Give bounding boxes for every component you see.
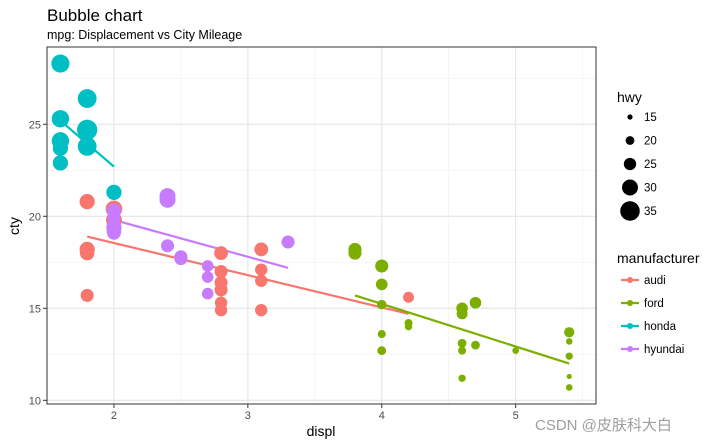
size-legend-title: hwy <box>617 89 642 105</box>
x-tick-label: 3 <box>245 410 251 422</box>
size-legend-key <box>620 201 640 221</box>
bubble-ford <box>377 330 386 339</box>
bubble-ford <box>377 299 387 310</box>
bubble-hyundai <box>174 250 188 264</box>
x-axis-title: displ <box>307 423 336 439</box>
data-points <box>51 54 575 391</box>
y-tick-label: 15 <box>29 303 41 315</box>
bubble-audi <box>79 245 95 261</box>
trend-line-audi <box>86 235 409 315</box>
color-legend: audi ford honda hyundai <box>621 275 684 356</box>
bubble-audi <box>255 274 268 287</box>
bubble-honda <box>51 110 70 128</box>
bubble-ford <box>458 346 467 355</box>
y-tick-label: 20 <box>29 211 41 223</box>
bubble-hyundai <box>107 225 121 240</box>
bubble-hyundai <box>159 191 176 208</box>
y-tick-label: 10 <box>29 395 41 407</box>
bubble-hyundai <box>201 260 214 272</box>
color-legend-key <box>627 300 633 306</box>
bubble-ford <box>512 347 519 354</box>
watermark: CSDN @皮肤科大白 <box>535 417 672 434</box>
bubble-audi <box>214 303 228 317</box>
bubble-audi <box>255 303 268 317</box>
chart-subtitle: mpg: Displacement vs City Mileage <box>47 28 242 42</box>
bubble-hyundai <box>106 203 122 219</box>
y-axis-title: cty <box>6 217 22 235</box>
color-legend-label: hyundai <box>644 344 684 356</box>
bubble-audi <box>80 288 94 302</box>
bubble-honda <box>77 89 97 108</box>
bubble-honda <box>52 140 69 156</box>
bubble-ford <box>565 384 573 391</box>
x-tick-label: 2 <box>111 410 117 422</box>
bubble-ford <box>377 346 387 356</box>
x-axis-ticks: 2 3 4 5 <box>111 404 519 422</box>
color-legend-label: audi <box>644 275 666 287</box>
size-legend-key <box>622 179 638 196</box>
x-tick-label: 5 <box>513 410 519 422</box>
minor-gridlines <box>47 47 596 404</box>
bubble-honda <box>77 119 98 140</box>
size-legend-label: 25 <box>644 159 657 171</box>
plot-border <box>46 46 597 405</box>
size-legend-label: 30 <box>644 183 657 195</box>
bubble-ford <box>404 323 413 331</box>
bubble-hyundai <box>201 271 214 283</box>
bubble-ford <box>458 374 466 382</box>
bubble-audi <box>255 263 268 276</box>
size-legend-key <box>627 114 633 120</box>
color-legend-label: ford <box>644 298 664 310</box>
bubble-hyundai <box>201 287 214 300</box>
bubble-honda <box>52 155 69 171</box>
color-legend-title: manufacturer <box>617 250 700 266</box>
bubble-audi <box>214 276 228 290</box>
bubble-audi <box>403 291 414 303</box>
trend-line-ford <box>354 294 570 365</box>
y-tick-label: 25 <box>29 119 41 131</box>
bubble-honda <box>106 184 122 200</box>
bubble-ford <box>375 259 389 273</box>
trend-line-hyundai <box>113 218 289 269</box>
color-legend-key <box>627 323 633 329</box>
bubble-honda <box>51 54 70 73</box>
bubble-ford <box>348 246 362 260</box>
bubble-ford <box>469 296 482 309</box>
plot-panel <box>46 46 597 405</box>
bubble-ford <box>456 302 468 315</box>
bubble-ford <box>471 340 480 350</box>
bubble-ford <box>457 338 467 348</box>
y-axis-ticks: 10 15 20 25 <box>29 119 47 407</box>
bubble-ford <box>566 373 572 379</box>
size-legend-key <box>625 136 635 145</box>
x-tick-label: 4 <box>379 410 385 422</box>
size-legend-key <box>623 157 637 171</box>
bubble-honda <box>77 136 97 156</box>
color-legend-key <box>627 277 633 283</box>
bubble-audi <box>254 242 269 257</box>
size-legend-label: 20 <box>644 136 657 148</box>
chart-title: Bubble chart <box>47 6 143 25</box>
size-legend: 15 20 25 30 35 <box>620 112 657 221</box>
size-legend-label: 35 <box>644 206 657 218</box>
color-legend-label: honda <box>644 321 677 333</box>
bubble-ford <box>375 278 388 291</box>
size-legend-label: 15 <box>644 112 657 124</box>
bubble-ford <box>565 338 573 345</box>
bubble-audi <box>79 193 95 210</box>
bubble-ford <box>564 327 575 338</box>
bubble-hyundai <box>160 239 175 253</box>
color-legend-key <box>627 346 633 352</box>
bubble-ford <box>565 352 573 360</box>
bubble-audi <box>214 246 228 261</box>
bubble-hyundai <box>281 235 295 249</box>
bubble-audi <box>214 264 228 279</box>
